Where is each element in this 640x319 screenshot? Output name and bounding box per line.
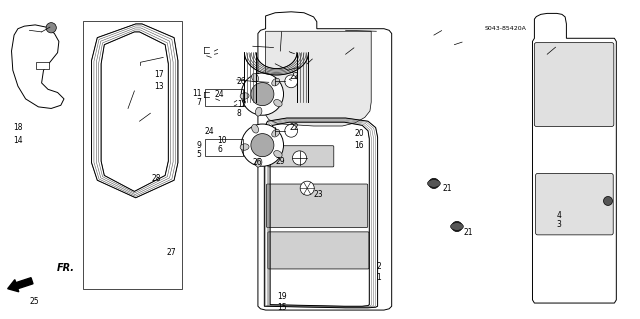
Text: 3: 3 bbox=[557, 220, 562, 229]
Text: 7: 7 bbox=[196, 98, 202, 107]
Text: S043-85420A: S043-85420A bbox=[484, 26, 527, 31]
Text: 2: 2 bbox=[376, 262, 381, 271]
Text: 29: 29 bbox=[275, 157, 285, 166]
Ellipse shape bbox=[240, 93, 249, 99]
Text: 6: 6 bbox=[218, 145, 223, 154]
Circle shape bbox=[251, 134, 274, 157]
Ellipse shape bbox=[272, 129, 280, 137]
Text: 5: 5 bbox=[196, 150, 202, 159]
Text: 18: 18 bbox=[13, 123, 22, 132]
FancyBboxPatch shape bbox=[268, 146, 334, 167]
Text: 14: 14 bbox=[13, 136, 23, 145]
Text: 17: 17 bbox=[154, 70, 164, 79]
Ellipse shape bbox=[451, 223, 463, 230]
Circle shape bbox=[452, 221, 462, 232]
Polygon shape bbox=[258, 12, 392, 310]
FancyBboxPatch shape bbox=[534, 43, 614, 126]
Text: 12: 12 bbox=[237, 100, 246, 109]
Text: 24: 24 bbox=[205, 127, 214, 136]
Polygon shape bbox=[12, 25, 64, 108]
Circle shape bbox=[46, 23, 56, 33]
FancyBboxPatch shape bbox=[266, 184, 368, 227]
Text: 22: 22 bbox=[289, 123, 299, 132]
Ellipse shape bbox=[274, 151, 282, 158]
Circle shape bbox=[241, 124, 284, 166]
Text: 10: 10 bbox=[218, 136, 227, 145]
Bar bbox=[83, 21, 182, 289]
Circle shape bbox=[285, 75, 298, 88]
Ellipse shape bbox=[255, 107, 262, 116]
Circle shape bbox=[251, 83, 274, 106]
Text: 27: 27 bbox=[166, 248, 176, 256]
Circle shape bbox=[241, 73, 284, 115]
Text: 21: 21 bbox=[463, 228, 473, 237]
Text: 15: 15 bbox=[276, 303, 287, 312]
Text: 28: 28 bbox=[152, 174, 161, 183]
Text: 16: 16 bbox=[355, 141, 364, 150]
Circle shape bbox=[604, 197, 612, 205]
FancyBboxPatch shape bbox=[268, 232, 369, 269]
Text: 20: 20 bbox=[355, 130, 364, 138]
Circle shape bbox=[292, 151, 307, 165]
Circle shape bbox=[300, 181, 314, 195]
Text: FR.: FR. bbox=[56, 263, 74, 273]
Text: 25: 25 bbox=[29, 297, 39, 306]
Ellipse shape bbox=[252, 124, 259, 133]
Ellipse shape bbox=[272, 78, 280, 86]
FancyArrow shape bbox=[8, 278, 33, 292]
Circle shape bbox=[285, 124, 298, 137]
Text: 8: 8 bbox=[237, 109, 241, 118]
Text: 26: 26 bbox=[253, 158, 262, 167]
Text: 11: 11 bbox=[192, 89, 202, 98]
Polygon shape bbox=[532, 13, 616, 303]
Ellipse shape bbox=[255, 158, 262, 167]
Polygon shape bbox=[36, 62, 49, 69]
Text: 9: 9 bbox=[196, 141, 202, 150]
FancyBboxPatch shape bbox=[536, 174, 613, 235]
Text: 22: 22 bbox=[289, 72, 299, 81]
Text: 26: 26 bbox=[237, 77, 246, 86]
Text: 23: 23 bbox=[314, 190, 323, 199]
Bar bbox=[205, 139, 243, 156]
Text: 21: 21 bbox=[443, 184, 452, 193]
Ellipse shape bbox=[240, 144, 249, 150]
Ellipse shape bbox=[252, 73, 259, 82]
Text: 1: 1 bbox=[376, 273, 381, 282]
Ellipse shape bbox=[428, 180, 440, 187]
Text: 24: 24 bbox=[214, 90, 224, 99]
Bar bbox=[205, 89, 243, 106]
Text: 19: 19 bbox=[276, 292, 287, 301]
Text: 13: 13 bbox=[154, 82, 164, 91]
Ellipse shape bbox=[274, 100, 282, 107]
Text: 4: 4 bbox=[557, 211, 562, 220]
Circle shape bbox=[429, 178, 439, 189]
Polygon shape bbox=[266, 31, 371, 126]
